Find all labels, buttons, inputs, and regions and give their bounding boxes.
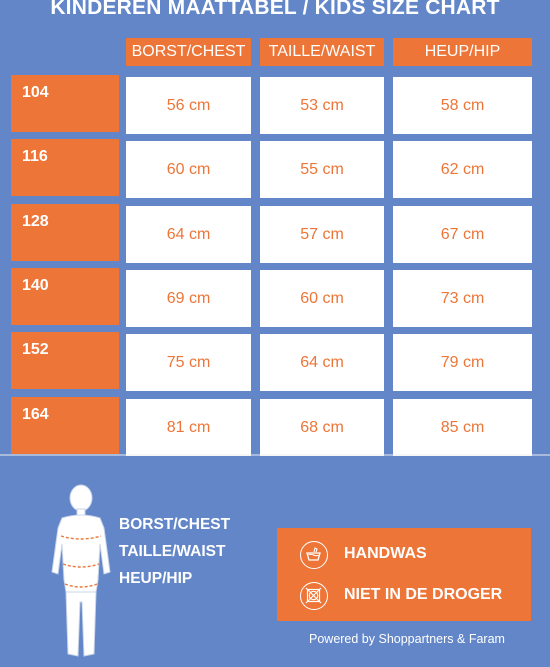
care-instructions: HANDWAS NIET IN DE DROGER [277,528,531,621]
handwash-icon [300,541,328,569]
legend-hip: HEUP/HIP [119,570,193,587]
size-label: 140 [11,268,119,325]
size-label: 164 [11,397,119,454]
hip-value: 62 cm [393,141,532,198]
waist-value: 57 cm [260,206,384,263]
hip-value: 73 cm [393,270,532,327]
child-figure-icon [44,484,118,662]
chest-value: 69 cm [126,270,251,327]
column-header-waist: TAILLE/WAIST [260,38,384,66]
hip-value: 58 cm [393,77,532,134]
size-label: 128 [11,204,119,261]
chest-value: 75 cm [126,334,251,391]
legend-waist: TAILLE/WAIST [119,543,226,560]
hip-value: 79 cm [393,334,532,391]
column-header-hip: HEUP/HIP [393,38,532,66]
no-tumble-dry-icon [300,582,328,610]
chest-value: 60 cm [126,141,251,198]
size-label: 116 [11,139,119,196]
legend-chest: BORST/CHEST [119,516,231,533]
divider [0,454,550,456]
size-label: 104 [11,75,119,132]
waist-value: 68 cm [260,399,384,456]
column-header-chest: BORST/CHEST [126,38,251,66]
footer-credit: Powered by Shoppartners & Faram [309,632,505,646]
size-label: 152 [11,332,119,389]
page-title: KINDEREN MAATTABEL / KIDS SIZE CHART [50,0,500,19]
care-label-no-dryer: NIET IN DE DROGER [344,586,503,603]
hip-value: 85 cm [393,399,532,456]
chest-value: 56 cm [126,77,251,134]
waist-value: 60 cm [260,270,384,327]
waist-value: 53 cm [260,77,384,134]
chest-value: 81 cm [126,399,251,456]
hip-value: 67 cm [393,206,532,263]
care-label-handwash: HANDWAS [344,545,427,562]
waist-value: 55 cm [260,141,384,198]
waist-value: 64 cm [260,334,384,391]
chest-value: 64 cm [126,206,251,263]
